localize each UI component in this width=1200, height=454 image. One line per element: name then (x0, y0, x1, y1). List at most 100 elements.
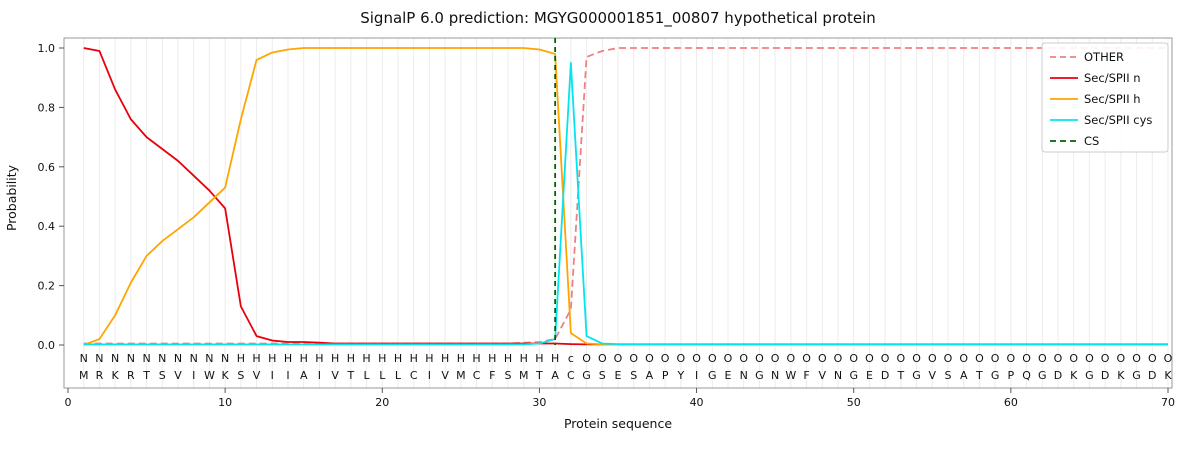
annotation-letter: O (802, 352, 811, 365)
sequence-letter: G (991, 369, 1000, 382)
annotation-letter: N (158, 352, 166, 365)
sequence-letter: L (379, 369, 386, 382)
annotation-letter: O (1038, 352, 1047, 365)
gridlines (83, 38, 1169, 388)
annotation-letter: H (268, 352, 276, 365)
sequence-letter: G (849, 369, 858, 382)
y-tick-label: 1.0 (38, 42, 56, 55)
sequence-letter: V (331, 369, 339, 382)
sequence-letter: S (599, 369, 606, 382)
annotation-letter: H (457, 352, 465, 365)
annotation-letter: O (1164, 352, 1173, 365)
sequence-letter: V (929, 369, 937, 382)
x-axis-label: Protein sequence (564, 416, 672, 431)
sequence-letter: I (286, 369, 289, 382)
annotation-letter: O (1069, 352, 1078, 365)
annotation-letter: O (849, 352, 858, 365)
annotation-letter: N (174, 352, 182, 365)
annotation-letter: O (771, 352, 780, 365)
x-tick-label: 40 (690, 396, 704, 409)
annotation-letter: H (520, 352, 528, 365)
annotation-letter: H (315, 352, 323, 365)
sequence-letter: F (803, 369, 809, 382)
annotation-letter: O (834, 352, 843, 365)
sequence-letter: D (1148, 369, 1156, 382)
legend-label: Sec/SPII cys (1084, 113, 1152, 127)
series-line-sec-spii-h (83, 47, 1168, 346)
annotation-letter: H (394, 352, 402, 365)
sequence-letter: T (142, 369, 150, 382)
x-tick-label: 30 (532, 396, 546, 409)
sequence-letter: K (1070, 369, 1078, 382)
sequence-letter: N (771, 369, 779, 382)
annotation-letter: N (80, 352, 88, 365)
sequence-letter: E (725, 369, 732, 382)
sequence-letter: G (912, 369, 921, 382)
legend-label: Sec/SPII n (1084, 71, 1141, 85)
sequence-letter: V (441, 369, 449, 382)
sequence-letter: K (222, 369, 230, 382)
sequence-letter: G (708, 369, 717, 382)
annotation-letter: H (410, 352, 418, 365)
annotation-letter: O (865, 352, 874, 365)
sequence-letter: S (159, 369, 166, 382)
y-tick-label: 0.6 (38, 161, 56, 174)
sequence-letter: S (945, 369, 952, 382)
annotation-letter: H (551, 352, 559, 365)
annotation-letter: O (739, 352, 748, 365)
sequence-letter: M (519, 369, 529, 382)
annotation-letter: H (535, 352, 543, 365)
sequence-letter: Y (676, 369, 684, 382)
sequence-letter: P (1008, 369, 1015, 382)
sequence-letter: A (300, 369, 308, 382)
sequence-letter: G (582, 369, 591, 382)
sequence-letter: N (740, 369, 748, 382)
annotation-letter: N (205, 352, 213, 365)
series-line-other (83, 47, 1168, 345)
residue-letters: NMNRNKNRNTNSNVNINWNKHSHVHIHIHAHIHVHTHLHL… (79, 352, 1173, 382)
annotation-letter: N (111, 352, 119, 365)
annotation-letter: N (95, 352, 103, 365)
sequence-letter: G (1085, 369, 1094, 382)
annotation-letter: H (331, 352, 339, 365)
x-tick-label: 0 (65, 396, 72, 409)
sequence-letter: K (1164, 369, 1172, 382)
annotation-letter: H (504, 352, 512, 365)
annotation-letter: O (724, 352, 733, 365)
annotation-letter: O (677, 352, 686, 365)
x-tick-label: 60 (1004, 396, 1018, 409)
annotation-letter: O (1117, 352, 1126, 365)
annotation-letter: O (645, 352, 654, 365)
annotation-letter: O (708, 352, 717, 365)
annotation-letter: O (818, 352, 827, 365)
sequence-letter: I (192, 369, 195, 382)
sequence-letter: S (237, 369, 244, 382)
legend: OTHER Sec/SPII n Sec/SPII h Sec/SPII cys CS (1041, 42, 1169, 153)
sequence-letter: Q (1022, 369, 1031, 382)
annotation-letter: O (661, 352, 670, 365)
sequence-letter: W (204, 369, 215, 382)
sequence-letter: V (819, 369, 827, 382)
sequence-letter: I (271, 369, 274, 382)
sequence-letter: V (253, 369, 261, 382)
sequence-letter: T (975, 369, 983, 382)
annotation-letter: H (378, 352, 386, 365)
x-tick-label: 70 (1161, 396, 1175, 409)
annotation-letter: H (441, 352, 449, 365)
legend-label: CS (1084, 134, 1099, 148)
sequence-letter: S (630, 369, 637, 382)
annotation-letter: O (1132, 352, 1141, 365)
annotation-letter: H (237, 352, 245, 365)
sequence-letter: G (755, 369, 764, 382)
annotation-letter: O (692, 352, 701, 365)
annotation-letter: O (614, 352, 623, 365)
annotation-letter: O (991, 352, 1000, 365)
annotation-letter: O (787, 352, 796, 365)
sequence-letter: W (785, 369, 796, 382)
annotation-letter: H (300, 352, 308, 365)
x-tick-label: 10 (218, 396, 232, 409)
sequence-letter: A (646, 369, 654, 382)
sequence-letter: D (1101, 369, 1109, 382)
y-tick-label: 0.8 (38, 101, 56, 114)
annotation-letter: O (1022, 352, 1031, 365)
